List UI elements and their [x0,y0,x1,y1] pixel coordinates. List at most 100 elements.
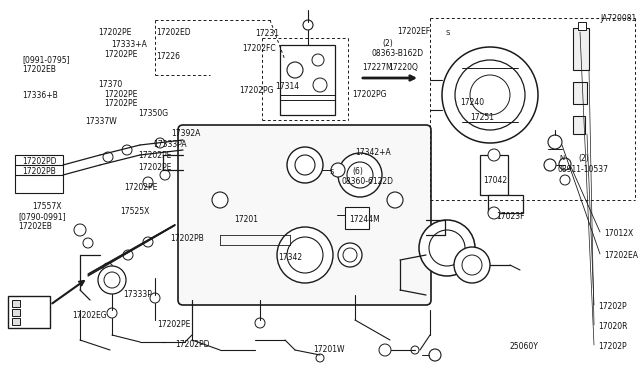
Circle shape [331,163,345,177]
Circle shape [255,318,265,328]
Circle shape [379,344,391,356]
Text: 17202EB: 17202EB [22,65,56,74]
Circle shape [462,255,482,275]
Text: 17202FC: 17202FC [242,44,276,53]
Text: 17020R: 17020R [598,322,627,331]
Circle shape [287,237,323,273]
Text: 17202PE: 17202PE [138,151,172,160]
Circle shape [313,78,327,92]
Circle shape [143,177,153,187]
Text: 17202EF: 17202EF [397,27,430,36]
Text: 17202PE: 17202PE [98,28,131,37]
Text: 08911-10537: 08911-10537 [558,165,609,174]
Circle shape [455,60,525,130]
Text: 17251: 17251 [470,113,494,122]
Text: 17244M: 17244M [349,215,380,224]
Text: 17202P: 17202P [598,342,627,351]
Text: 17202PE: 17202PE [104,90,138,99]
Text: 17220Q: 17220Q [388,63,418,72]
Bar [573,28,589,70]
Circle shape [338,243,362,267]
Circle shape [103,152,113,162]
Text: 17226: 17226 [156,52,180,61]
Text: (2): (2) [382,39,393,48]
Circle shape [287,62,303,78]
Text: 17201W: 17201W [313,345,344,354]
Text: 17202PE: 17202PE [157,320,190,329]
Text: 17240: 17240 [460,98,484,107]
Text: 17202PD: 17202PD [22,157,56,166]
Text: 08360-6122D: 08360-6122D [341,177,393,186]
Text: 17201: 17201 [234,215,258,224]
Text: 17202PE: 17202PE [104,99,138,108]
Circle shape [83,238,93,248]
Bar [573,82,587,104]
Bar [8,296,50,328]
Text: 17202EG: 17202EG [72,311,107,320]
Text: 17202PD: 17202PD [175,340,209,349]
Text: 17333P: 17333P [123,290,152,299]
Text: 08363-B162D: 08363-B162D [371,49,423,58]
Circle shape [107,308,117,318]
Circle shape [123,250,133,260]
Text: 17227M: 17227M [362,63,392,72]
Circle shape [316,354,324,362]
Circle shape [559,158,571,170]
Text: 17202PG: 17202PG [352,90,387,99]
Circle shape [212,192,228,208]
Bar [12,300,20,307]
Text: 17392A: 17392A [171,129,200,138]
Bar [578,22,586,30]
Circle shape [122,145,132,155]
Text: 17202PE: 17202PE [104,50,138,59]
Circle shape [343,248,357,262]
Text: [0790-0991]: [0790-0991] [18,212,66,221]
Text: 17333+A: 17333+A [111,40,147,49]
Circle shape [155,138,165,148]
Circle shape [104,272,120,288]
Bar [480,155,508,195]
Circle shape [338,153,382,197]
Text: 17342: 17342 [278,253,302,262]
Text: 17202ED: 17202ED [156,28,191,37]
Circle shape [442,47,538,143]
Bar [12,309,20,316]
Text: S: S [330,169,334,175]
Circle shape [429,349,441,361]
Text: 17350G: 17350G [138,109,168,118]
Circle shape [103,263,113,273]
Circle shape [98,266,126,294]
Circle shape [488,207,500,219]
Text: N: N [559,155,564,161]
Text: 17202EA: 17202EA [604,251,638,260]
Bar [12,318,20,325]
Bar [280,45,335,115]
Text: 17202EB: 17202EB [18,222,52,231]
Text: 17314: 17314 [275,82,299,91]
Text: [0991-0795]: [0991-0795] [22,55,70,64]
Text: 17557X: 17557X [32,202,61,211]
Text: 17012X: 17012X [604,229,633,238]
Text: (6): (6) [352,167,363,176]
Text: JA720081: JA720081 [600,14,636,23]
Text: 17231: 17231 [255,29,279,38]
Bar [345,207,369,229]
Text: 17370: 17370 [98,80,122,89]
Circle shape [454,247,490,283]
Circle shape [312,54,324,66]
Circle shape [150,293,160,303]
Circle shape [560,175,570,185]
Text: 17337W: 17337W [85,117,116,126]
Circle shape [143,237,153,247]
Bar [573,116,585,134]
Text: (2): (2) [578,154,589,163]
Circle shape [347,162,373,188]
Circle shape [303,20,313,30]
Text: 25060Y: 25060Y [509,342,538,351]
Circle shape [411,346,419,354]
Text: 17042: 17042 [483,176,507,185]
Text: 17202PE: 17202PE [124,183,157,192]
Circle shape [544,159,556,171]
Text: 17202PB: 17202PB [170,234,204,243]
Text: 17202PG: 17202PG [239,86,273,95]
